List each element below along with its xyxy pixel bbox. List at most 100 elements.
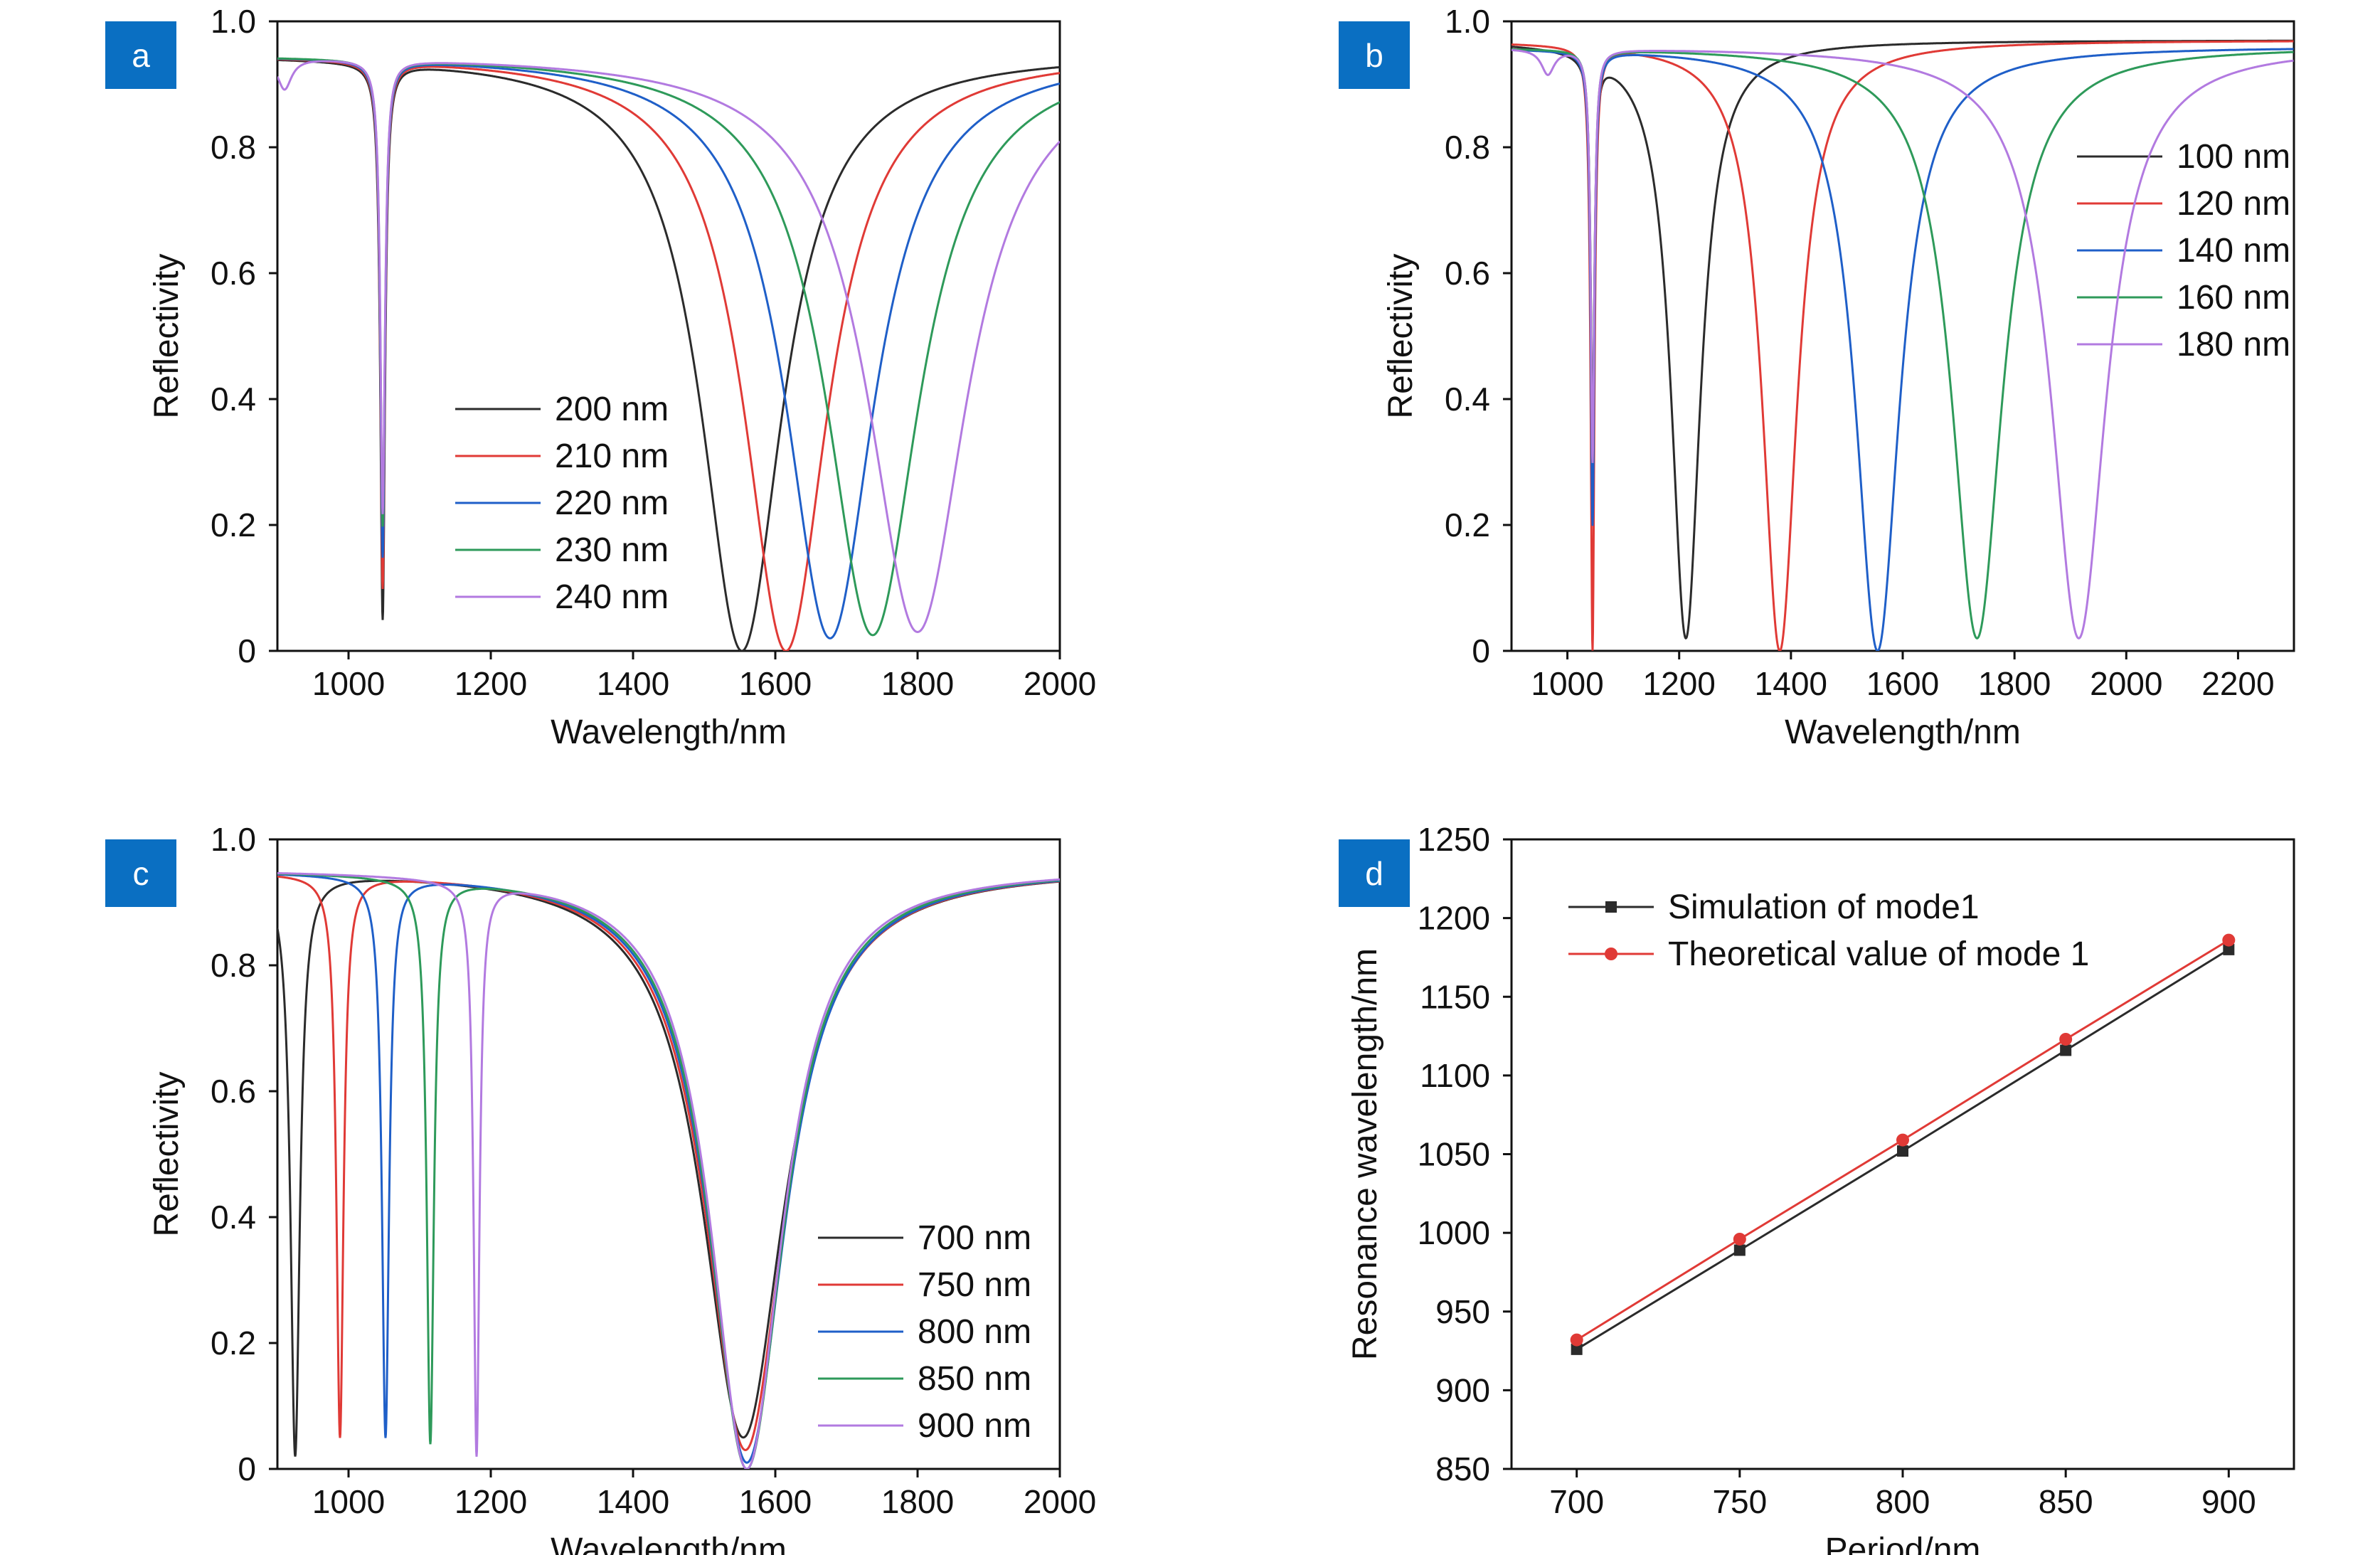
y-tick-label: 0.4 [211, 381, 256, 418]
legend-label: 800 nm [918, 1313, 1031, 1351]
x-tick-label: 2000 [1024, 665, 1096, 702]
y-tick-label: 0.4 [1445, 381, 1490, 418]
y-tick-label: 1150 [1420, 978, 1490, 1015]
legend-label: 160 nm [2177, 279, 2290, 317]
legend-label: 700 nm [918, 1219, 1031, 1257]
y-axis-title: Reflectivity [148, 1071, 186, 1236]
y-tick-label: 0.6 [211, 1073, 256, 1110]
x-tick-label: 1000 [312, 665, 385, 702]
x-tick-label: 1600 [739, 1483, 812, 1520]
series-line [1512, 48, 2294, 639]
x-axis-title: Wavelength/nm [551, 713, 787, 751]
y-tick-label: 950 [1435, 1293, 1490, 1330]
x-tick-label: 1800 [881, 1483, 954, 1520]
y-tick-label: 1.0 [211, 3, 256, 40]
x-tick-label: 1400 [1755, 665, 1827, 702]
x-tick-label: 2200 [2201, 665, 2274, 702]
data-point [1571, 1343, 1583, 1355]
y-axis-title: Reflectivity [148, 253, 186, 418]
x-tick-label: 900 [2201, 1483, 2256, 1520]
x-tick-label: 1000 [1531, 665, 1603, 702]
y-tick-label: 900 [1435, 1371, 1490, 1408]
y-tick-label: 1050 [1418, 1136, 1490, 1173]
legend-label: 230 nm [555, 531, 669, 569]
x-tick-label: 1000 [312, 1483, 385, 1520]
y-tick-label: 0.8 [1445, 129, 1490, 166]
legend-label: 850 nm [918, 1360, 1031, 1398]
data-point [1733, 1244, 1746, 1256]
y-tick-label: 1.0 [1445, 3, 1490, 40]
data-point [1897, 1145, 1908, 1157]
y-tick-label: 0 [1472, 632, 1490, 669]
series-line [277, 872, 1060, 1469]
legend-label: Theoretical value of mode 1 [1668, 935, 2089, 973]
panel-badge [1339, 21, 1410, 89]
y-tick-label: 0.6 [211, 255, 256, 292]
x-tick-label: 1400 [597, 1483, 669, 1520]
y-tick-label: 0.2 [211, 1325, 256, 1362]
data-point [2059, 1032, 2073, 1046]
legend-label: 120 nm [2177, 185, 2290, 223]
data-point [1570, 1333, 1583, 1347]
series-line [277, 58, 1060, 651]
panel-badge-label: d [1365, 855, 1383, 892]
series-line [277, 58, 1060, 639]
x-axis-title: Wavelength/nm [1785, 713, 2021, 751]
x-tick-label: 1200 [455, 1483, 527, 1520]
legend-label: 240 nm [555, 578, 669, 616]
legend-label: 900 nm [918, 1407, 1031, 1445]
y-tick-label: 1000 [1418, 1214, 1490, 1251]
x-tick-label: 1800 [1978, 665, 2051, 702]
x-tick-label: 700 [1549, 1483, 1604, 1520]
y-tick-label: 0.8 [211, 947, 256, 984]
legend-marker [1605, 948, 1617, 960]
x-tick-label: 850 [2039, 1483, 2093, 1520]
panel-badge [105, 21, 176, 89]
data-point [2223, 943, 2235, 955]
data-point [1733, 1232, 1746, 1246]
x-tick-label: 2000 [2090, 665, 2162, 702]
x-tick-label: 1400 [597, 665, 669, 702]
y-tick-label: 1100 [1420, 1057, 1490, 1094]
y-tick-label: 1.0 [211, 821, 256, 858]
data-point [2060, 1044, 2072, 1056]
x-tick-label: 2000 [1024, 1483, 1096, 1520]
y-tick-label: 1200 [1418, 900, 1490, 937]
y-tick-label: 0 [238, 632, 256, 669]
y-tick-label: 0.4 [211, 1199, 256, 1236]
panel-badge-label: b [1365, 37, 1383, 74]
series-line [277, 60, 1060, 634]
legend-label: 750 nm [918, 1266, 1031, 1304]
legend-label: 220 nm [555, 484, 669, 522]
y-tick-label: 0.2 [211, 506, 256, 543]
x-tick-label: 1200 [455, 665, 527, 702]
y-tick-label: 1250 [1418, 821, 1490, 858]
legend-label: 100 nm [2177, 138, 2290, 176]
x-tick-label: 1600 [739, 665, 812, 702]
x-tick-label: 1200 [1643, 665, 1716, 702]
x-tick-label: 1600 [1866, 665, 1939, 702]
y-tick-label: 850 [1435, 1450, 1490, 1487]
series-line [1512, 48, 2294, 639]
x-tick-label: 1800 [881, 665, 954, 702]
series-line [277, 872, 1060, 1469]
legend-label: 200 nm [555, 391, 669, 428]
legend-label: Simulation of mode1 [1668, 888, 1980, 926]
series-line [277, 58, 1060, 651]
y-axis-title: Reflectivity [1382, 253, 1420, 418]
y-tick-label: 0 [238, 1450, 256, 1487]
panel-badge-label: c [133, 855, 149, 892]
series-line [1512, 48, 2294, 651]
y-tick-label: 0.2 [1445, 506, 1490, 543]
plot-frame [276, 20, 1061, 652]
plot-frame [276, 838, 1061, 1470]
x-axis-title: Period/nm [1825, 1532, 1981, 1555]
legend-label: 140 nm [2177, 232, 2290, 270]
data-point [2222, 933, 2236, 947]
y-tick-label: 0.8 [211, 129, 256, 166]
panel-badge [1339, 839, 1410, 907]
x-axis-title: Wavelength/nm [551, 1532, 787, 1555]
legend-label: 180 nm [2177, 326, 2290, 363]
